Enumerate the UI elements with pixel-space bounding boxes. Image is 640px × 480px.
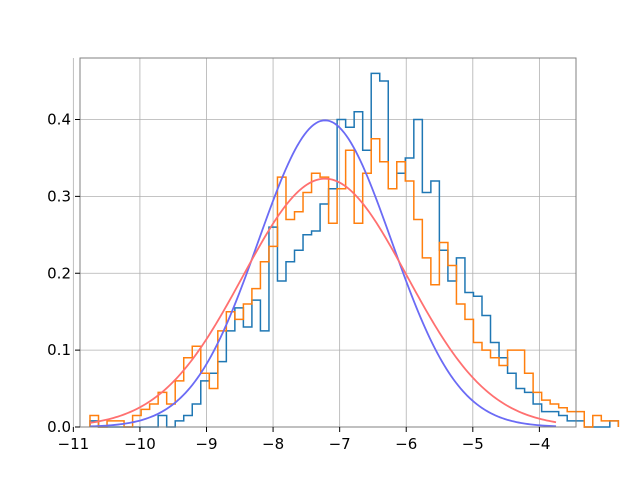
histograms: [89, 72, 620, 428]
histogram-series-1: [89, 72, 620, 428]
x-tick-label: −7: [329, 435, 351, 453]
fit-curve-2: [89, 177, 557, 424]
y-tick-label: 0.3: [47, 187, 71, 205]
x-tick-label: −5: [462, 435, 484, 453]
fit-curves: [89, 119, 557, 428]
x-tick-label: −10: [124, 435, 156, 453]
y-tick-label: 0.4: [47, 111, 71, 129]
y-tick-label: 0.0: [47, 418, 71, 436]
x-tick-label: −11: [58, 435, 90, 453]
fit-curve-1: [89, 119, 557, 428]
x-tick-label: −6: [395, 435, 417, 453]
x-tick-label: −4: [528, 435, 550, 453]
y-tick-label: 0.1: [47, 341, 71, 359]
axis-ticks: −11 −10 −9 −8 −7 −6 −5 −4 0.0 0.1 0.2 0.3 0.4: [47, 111, 550, 454]
plot-frame: [79, 57, 577, 428]
x-tick-label: −8: [262, 435, 284, 453]
grid: [72, 58, 576, 428]
y-tick-label: 0.2: [47, 264, 71, 282]
histogram-series-2: [89, 137, 620, 428]
x-tick-label: −9: [195, 435, 217, 453]
